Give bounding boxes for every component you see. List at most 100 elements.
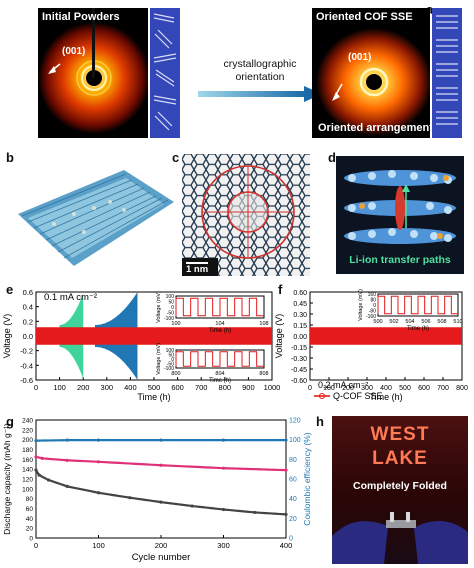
inset-f-y-tick-label: -160 bbox=[366, 314, 376, 320]
sign-line-1: WEST bbox=[370, 424, 430, 445]
x-tick-label: 700 bbox=[437, 385, 449, 392]
y-tick-label: -0.4 bbox=[20, 361, 33, 370]
y-tick-label: -0.60 bbox=[291, 378, 307, 385]
initial-powders-diffraction-image: Initial Powders (001) bbox=[38, 8, 148, 138]
y2-tick-label: 60 bbox=[289, 477, 297, 484]
y-tick-label: 0.2 bbox=[23, 317, 33, 326]
series-0-point bbox=[34, 439, 38, 443]
y2-axis-label: Coulombic efficiency (%) bbox=[302, 432, 312, 526]
y-tick-label: 200 bbox=[22, 437, 33, 444]
series-2-point bbox=[190, 504, 194, 508]
series-1-line bbox=[35, 455, 287, 472]
x-tick-label: 700 bbox=[195, 383, 208, 392]
layer-top bbox=[344, 170, 456, 186]
x-tick-label: 400 bbox=[380, 385, 392, 392]
oriented-arrangement-caption: Oriented arrangement bbox=[318, 122, 430, 134]
y-axis-label: Voltage (V) bbox=[274, 314, 284, 359]
series-0-point bbox=[65, 438, 69, 442]
oriented-cof-title: Oriented COF SSE bbox=[316, 11, 413, 23]
inset-e-top-x-tick-label: 100 bbox=[171, 321, 180, 327]
x-tick-label: 300 bbox=[101, 383, 114, 392]
x-tick-label: 600 bbox=[171, 383, 184, 392]
y-tick-label: 40 bbox=[26, 516, 34, 523]
inset-e-bottom-x-label: Time (h) bbox=[209, 378, 231, 384]
x-tick-label: 100 bbox=[92, 541, 105, 550]
inset-f-x-tick-label: 502 bbox=[389, 319, 398, 325]
x-axis-label: Cycle number bbox=[132, 552, 191, 563]
y-tick-label: 0.30 bbox=[293, 312, 307, 319]
inset-e-bottom-x-tick-label: 804 bbox=[215, 371, 224, 377]
x-tick-label: 800 bbox=[456, 385, 468, 392]
y-tick-label: -0.30 bbox=[291, 356, 307, 363]
y-tick-label: -0.45 bbox=[291, 367, 307, 374]
x-tick-label: 0 bbox=[308, 385, 312, 392]
y2-tick-label: 40 bbox=[289, 496, 297, 503]
oriented-cof-diffraction-image: Oriented COF SSE (001) Oriented arrangem… bbox=[312, 8, 430, 138]
y-tick-label: 0.00 bbox=[293, 334, 307, 341]
chart-g: 0 100 200 300 400020406080100120140160180200… bbox=[2, 418, 312, 564]
initial-powders-title: Initial Powders bbox=[42, 11, 120, 23]
panel-label-g: g bbox=[6, 414, 14, 429]
inset-e-top-x-label: Time (h) bbox=[209, 328, 231, 334]
scale-bar-label: 1 nm bbox=[186, 264, 209, 275]
y2-tick-label: 80 bbox=[289, 457, 297, 464]
panel-label-e: e bbox=[6, 282, 14, 297]
inset-f-x-tick-label: 508 bbox=[437, 319, 446, 325]
sign-line-2: LAKE bbox=[372, 448, 428, 469]
x-tick-label: 1000 bbox=[264, 383, 281, 392]
series-2-point bbox=[221, 507, 226, 512]
ordered-stack-illustration bbox=[432, 8, 462, 138]
y-tick-label: 0.0 bbox=[23, 332, 33, 341]
random-stack-illustration bbox=[150, 8, 180, 138]
series-2-point bbox=[253, 510, 257, 515]
inset-e-top-y-tick-label: -100 bbox=[164, 316, 174, 322]
x-tick-label: 200 bbox=[77, 383, 90, 392]
layer-stack bbox=[344, 170, 456, 244]
series-0-point bbox=[159, 438, 163, 442]
inset-f-y-tick-label: 0 bbox=[373, 303, 376, 309]
legend-f-swatch bbox=[314, 393, 330, 399]
x-axis-label: Time (h) bbox=[369, 392, 402, 402]
y-tick-label: -0.15 bbox=[291, 345, 307, 352]
y-axis-label: Voltage (V) bbox=[2, 314, 12, 359]
ring-label-left: (001) bbox=[62, 46, 86, 57]
series-2-point bbox=[34, 468, 38, 472]
x-axis-label: Time (h) bbox=[137, 392, 170, 402]
series-1-point bbox=[34, 455, 38, 459]
series-1-point bbox=[221, 466, 226, 470]
diffraction-pattern-left bbox=[38, 8, 148, 138]
inset-f-x-label: Time (h) bbox=[407, 326, 429, 332]
y2-tick-label: 20 bbox=[289, 516, 297, 523]
y-tick-label: 0.60 bbox=[293, 290, 307, 297]
inset-f-y-tick-label: -80 bbox=[369, 309, 376, 315]
ordered-stack-lines bbox=[436, 15, 458, 125]
inset-f-square-wave bbox=[377, 295, 458, 315]
inset-f-x-tick-label: 504 bbox=[405, 319, 414, 325]
series-2-point bbox=[159, 500, 163, 504]
y-tick-label: 0.6 bbox=[23, 288, 33, 297]
y-tick-label: -0.6 bbox=[20, 376, 33, 385]
x-tick-label: 0 bbox=[34, 383, 38, 392]
y-tick-label: 0 bbox=[29, 536, 33, 543]
inset-e-top-y-tick-label: 100 bbox=[166, 294, 175, 300]
completely-folded-caption: Completely Folded bbox=[353, 480, 447, 492]
y-tick-label: 220 bbox=[22, 427, 33, 434]
panel-label-h: h bbox=[316, 414, 324, 429]
y-tick-label: 0.45 bbox=[293, 301, 307, 308]
y2-tick-label: 0 bbox=[289, 536, 293, 543]
inset-e-top-y-tick-label: 50 bbox=[168, 300, 174, 306]
red-series-band bbox=[36, 327, 272, 345]
y-tick-label: 100 bbox=[22, 486, 33, 493]
inset-f-x-tick-label: 500 bbox=[373, 319, 382, 325]
inset-e-top-x-tick-label: 108 bbox=[259, 321, 268, 327]
panel-label-f: f bbox=[278, 282, 283, 297]
folded-photo: WEST LAKE Completely Folded bbox=[332, 416, 468, 564]
ring-label-right: (001) bbox=[348, 52, 372, 63]
x-tick-label: 500 bbox=[148, 383, 161, 392]
y2-tick-label: 100 bbox=[289, 437, 301, 444]
folded-battery-scene bbox=[332, 512, 468, 564]
x-tick-label: 400 bbox=[124, 383, 137, 392]
y-tick-label: 80 bbox=[26, 496, 34, 503]
diffraction-pattern-right bbox=[312, 8, 430, 138]
inset-f-x-tick-label: 506 bbox=[421, 319, 430, 325]
